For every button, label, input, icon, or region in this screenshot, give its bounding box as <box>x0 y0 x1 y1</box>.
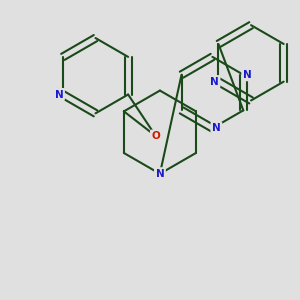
Text: O: O <box>152 131 160 141</box>
Text: N: N <box>212 123 221 133</box>
Text: N: N <box>55 89 63 100</box>
Text: N: N <box>155 169 164 179</box>
Text: N: N <box>243 70 252 80</box>
Text: N: N <box>210 76 219 87</box>
